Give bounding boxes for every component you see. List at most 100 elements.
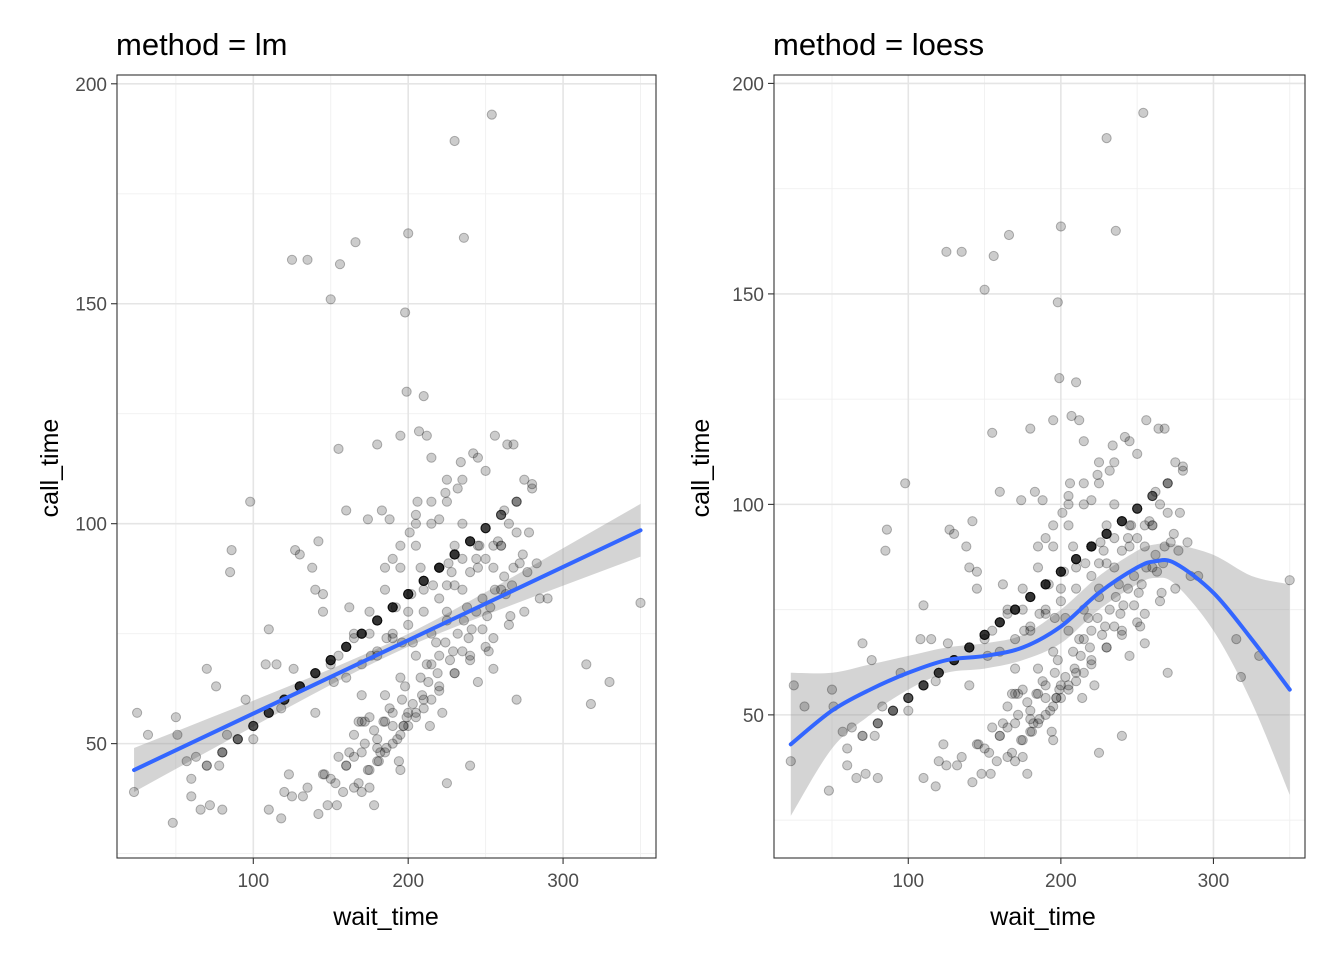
data-point	[407, 698, 418, 710]
data-point	[1124, 436, 1135, 447]
data-point	[1048, 520, 1059, 531]
data-point	[1101, 528, 1112, 540]
data-point	[1104, 465, 1115, 476]
data-point	[211, 681, 222, 692]
data-point	[310, 668, 321, 679]
x-tick-label: 200	[1045, 871, 1077, 892]
data-point	[503, 518, 514, 529]
data-point	[364, 764, 375, 776]
data-point	[1116, 516, 1128, 527]
data-point	[387, 720, 398, 732]
panel-loess: method = loess 100 200 300 50 100 150 200 wait…	[687, 27, 1306, 931]
data-point	[472, 676, 483, 688]
data-point	[356, 628, 367, 639]
data-point	[1028, 718, 1039, 729]
data-point	[286, 791, 298, 802]
data-point	[410, 509, 421, 521]
data-point	[979, 284, 990, 295]
data-point	[424, 720, 435, 732]
data-point	[979, 743, 990, 754]
data-point	[788, 680, 799, 691]
data-point	[1054, 684, 1065, 695]
data-point	[288, 663, 299, 674]
data-point	[1063, 520, 1074, 531]
data-point	[1032, 688, 1044, 699]
data-point	[465, 536, 476, 547]
data-point	[933, 667, 944, 678]
data-point	[310, 668, 321, 679]
data-point	[1139, 638, 1150, 649]
data-point	[933, 667, 944, 678]
data-point	[348, 782, 360, 793]
data-point	[842, 760, 853, 771]
data-point	[387, 602, 398, 613]
x-tick-label: 300	[547, 871, 579, 892]
data-point	[1138, 107, 1149, 119]
data-point	[426, 518, 437, 529]
data-point	[434, 562, 445, 573]
data-point	[1124, 541, 1135, 552]
data-point	[1022, 768, 1033, 779]
data-point	[949, 528, 960, 540]
data-point	[1040, 533, 1051, 544]
data-point	[341, 641, 352, 653]
data-point	[341, 641, 352, 653]
data-point	[387, 633, 398, 644]
data-point	[1025, 591, 1036, 603]
x-tick-label: 100	[237, 871, 269, 892]
data-point	[1071, 583, 1082, 594]
data-point	[449, 549, 460, 560]
data-point	[369, 725, 380, 736]
data-point	[356, 716, 367, 727]
data-point	[1003, 229, 1015, 241]
data-point	[457, 518, 468, 529]
data-point	[372, 615, 383, 626]
axes-loess: 100 200 300 50 100 150 200	[732, 74, 1229, 892]
data-point	[1034, 608, 1045, 619]
data-point	[1010, 604, 1021, 615]
data-point	[1101, 528, 1112, 540]
data-point	[310, 707, 321, 718]
data-point	[880, 545, 891, 556]
data-point	[465, 760, 476, 771]
data-point	[1116, 516, 1128, 527]
data-point	[297, 791, 308, 802]
data-point	[333, 650, 344, 661]
data-point	[457, 646, 468, 657]
data-point	[1165, 537, 1176, 548]
data-point	[381, 742, 392, 754]
data-point	[488, 540, 499, 551]
data-point	[1032, 562, 1044, 573]
data-point	[449, 549, 460, 560]
data-point	[1162, 507, 1173, 518]
data-point	[1058, 566, 1070, 577]
data-point	[1063, 499, 1074, 510]
data-point	[341, 641, 352, 653]
data-point	[418, 575, 429, 587]
data-point	[1139, 520, 1150, 531]
data-point	[204, 800, 215, 811]
data-point	[410, 540, 421, 551]
data-point	[217, 747, 228, 758]
data-point	[217, 747, 228, 758]
data-point	[1086, 659, 1097, 670]
data-point	[967, 777, 978, 788]
scatter-points-lm	[128, 109, 646, 828]
data-point	[341, 760, 352, 771]
data-point	[410, 518, 421, 529]
data-point	[1153, 423, 1164, 434]
data-point	[338, 786, 349, 798]
data-point	[964, 642, 975, 653]
data-point	[1063, 625, 1074, 636]
data-point	[410, 712, 421, 723]
data-point	[310, 668, 321, 679]
data-point	[857, 638, 868, 649]
data-point	[979, 634, 990, 645]
data-point	[444, 655, 456, 666]
data-point	[511, 694, 522, 705]
data-point	[979, 629, 990, 641]
data-point	[1101, 528, 1112, 540]
data-point	[1124, 520, 1135, 531]
panel-border-lm	[116, 74, 657, 859]
